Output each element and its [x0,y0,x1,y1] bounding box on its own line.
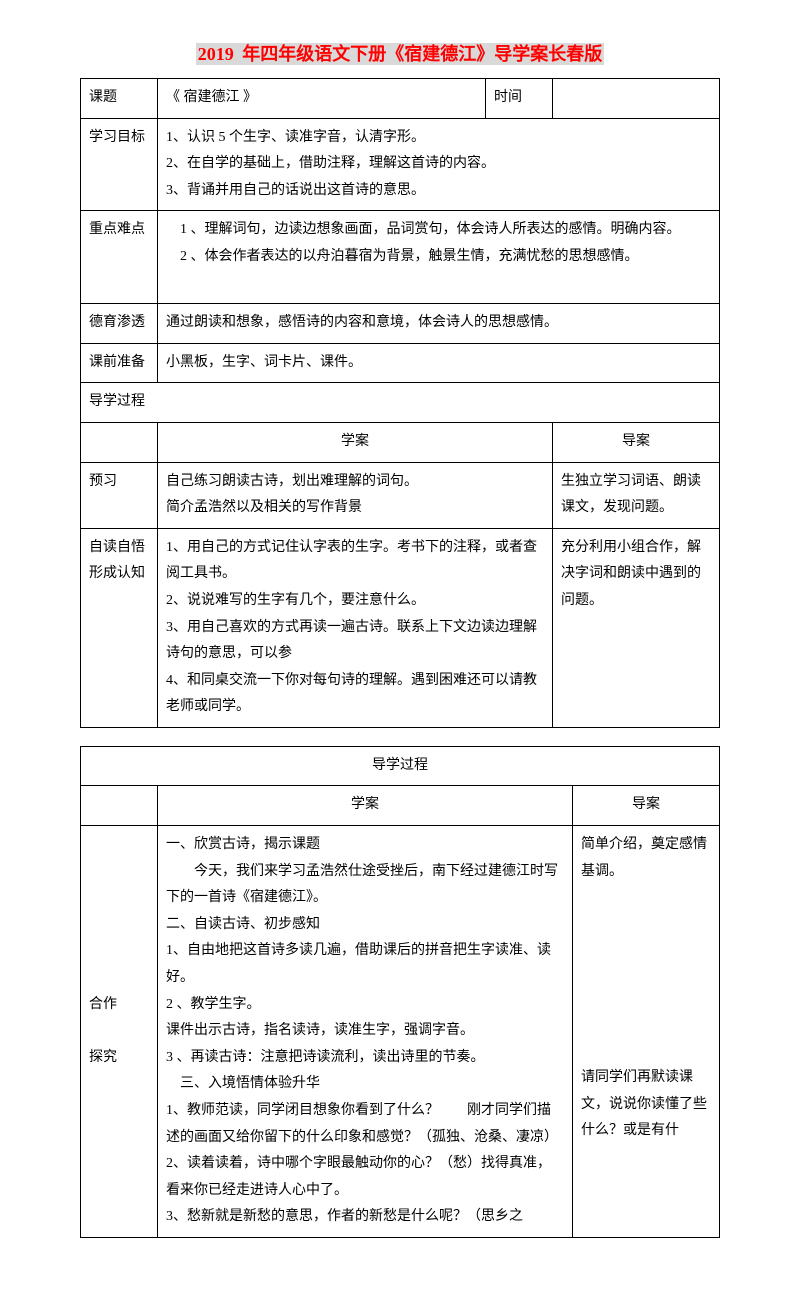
text-line: 1 、理解词句，边读边想象画面，品词赏句，体会诗人所表达的感情。明确内容。 [166,217,711,244]
cell-label: 重点难点 [81,211,158,304]
cell-right: 充分利用小组合作，解决字词和朗读中遇到的问题。 [553,528,720,727]
text-line: 3、愁新就是新愁的意思，作者的新愁是什么呢？（思乡之 [166,1204,564,1231]
text-line: 2 、教学生字。 [166,992,564,1019]
cell-content: 一、欣赏古诗，揭示课题 今天，我们来学习孟浩然仕途受挫后，南下经过建德江时写下的… [158,826,573,1238]
cell-content: 通过朗读和想象，感悟诗的内容和意境，体会诗人的思想感情。 [158,304,720,344]
table-2: 导学过程 学案 导案 合作 探究 一、欣赏古诗，揭示课题 今天，我们来学习孟浩然… [80,746,720,1238]
cell-label: 课前准备 [81,343,158,383]
table-row: 导学过程 [81,746,720,786]
text-line: 2、说说难写的生字有几个，要注意什么。 [166,588,544,615]
cell-time-value [553,79,720,119]
cell-content: 小黑板，生字、词卡片、课件。 [158,343,720,383]
text-line: 二、自读古诗、初步感知 [166,912,564,939]
text-line: 3 、再读古诗：注意把诗读流利，读出诗里的节奏。 [166,1045,564,1072]
cell-label: 课题 [81,79,158,119]
cell-time-label: 时间 [486,79,553,119]
cell-header: 导案 [553,422,720,462]
cell-right: 简单介绍，奠定感情基调。 请同学们再默读课文，说说你读懂了些什么？或是有什 [573,826,720,1238]
cell-header: 导案 [573,786,720,826]
text-line: 1、教师范读，同学闭目想象你看到了什么？ 刚才同学们描述的画面又给你留下的什么印… [166,1098,564,1204]
cell-label: 学习目标 [81,118,158,211]
cell-section: 导学过程 [81,383,720,423]
cell-empty [81,786,158,826]
table-row: 合作 探究 一、欣赏古诗，揭示课题 今天，我们来学习孟浩然仕途受挫后，南下经过建… [81,826,720,1238]
text-line: 一、欣赏古诗，揭示课题 [166,832,564,859]
text-line: 1、自由地把这首诗多读几遍，借助课后的拼音把生字读准、读好。 [166,938,564,991]
spacer [581,885,711,1065]
cell-content: 自己练习朗读古诗，划出难理解的词句。 简介孟浩然以及相关的写作背景 [158,462,553,528]
cell-content: 1、用自己的方式记住认字表的生字。考书下的注释，或者查阅工具书。 2、说说难写的… [158,528,553,727]
table-row: 导学过程 [81,383,720,423]
table-row: 学案 导案 [81,422,720,462]
cell-label: 预习 [81,462,158,528]
text-line: 自己练习朗读古诗，划出难理解的词句。 [166,469,544,496]
cell-section: 导学过程 [81,746,720,786]
text-line: 请同学们再默读课文，说说你读懂了些什么？或是有什 [581,1065,711,1145]
text-line: 简介孟浩然以及相关的写作背景 [166,495,544,522]
table-1: 课题 《 宿建德江 》 时间 学习目标 1、认识 5 个生字、读准字音，认清字形… [80,78,720,728]
table-row: 学习目标 1、认识 5 个生字、读准字音，认清字形。 2、在自学的基础上，借助注… [81,118,720,211]
cell-header: 学案 [158,422,553,462]
cell-label: 合作 探究 [81,826,158,1238]
page-title: 2019 年四年级语文下册《宿建德江》导学案长春版 [80,40,720,66]
text-line: 4、和同桌交流一下你对每句诗的理解。遇到困难还可以请教老师或同学。 [166,668,544,721]
cell-empty [81,422,158,462]
table-row: 德育渗透 通过朗读和想象，感悟诗的内容和意境，体会诗人的思想感情。 [81,304,720,344]
text-line: 3、背诵并用自己的话说出这首诗的意思。 [166,178,711,205]
table-row: 自读自悟 形成认知 1、用自己的方式记住认字表的生字。考书下的注释，或者查阅工具… [81,528,720,727]
cell-right: 生独立学习词语、朗读课文，发现问题。 [553,462,720,528]
cell-label: 自读自悟 形成认知 [81,528,158,727]
table-row: 课前准备 小黑板，生字、词卡片、课件。 [81,343,720,383]
text-line: 3、用自己喜欢的方式再读一遍古诗。联系上下文边读边理解诗句的意思，可以参 [166,615,544,668]
cell-header: 学案 [158,786,573,826]
cell-content: 1 、理解词句，边读边想象画面，品词赏句，体会诗人所表达的感情。明确内容。 2 … [158,211,720,304]
text-line: 1、用自己的方式记住认字表的生字。考书下的注释，或者查阅工具书。 [166,535,544,588]
table-row: 预习 自己练习朗读古诗，划出难理解的词句。 简介孟浩然以及相关的写作背景 生独立… [81,462,720,528]
text-line: 2 、体会作者表达的以舟泊暮宿为背景，触景生情，充满忧愁的思想感情。 [166,244,711,271]
text-line: 今天，我们来学习孟浩然仕途受挫后，南下经过建德江时写下的一首诗《宿建德江》。 [166,859,564,912]
text-line: 1、认识 5 个生字、读准字音，认清字形。 [166,125,711,152]
text-line: 三、入境悟情体验升华 [166,1071,564,1098]
text-line [166,271,711,298]
text-line: 课件出示古诗，指名读诗，读准生字，强调字音。 [166,1018,564,1045]
text-line: 2、在自学的基础上，借助注释，理解这首诗的内容。 [166,151,711,178]
table-row: 学案 导案 [81,786,720,826]
cell-content: 《 宿建德江 》 [158,79,486,119]
cell-label: 德育渗透 [81,304,158,344]
table-row: 重点难点 1 、理解词句，边读边想象画面，品词赏句，体会诗人所表达的感情。明确内… [81,211,720,304]
title-year: 2019 [196,43,236,65]
cell-content: 1、认识 5 个生字、读准字音，认清字形。 2、在自学的基础上，借助注释，理解这… [158,118,720,211]
label-text: 自读自悟 形成认知 [89,540,145,582]
table-row: 课题 《 宿建德江 》 时间 [81,79,720,119]
title-rest: 年四年级语文下册《宿建德江》导学案长春版 [236,43,605,65]
text-line: 简单介绍，奠定感情基调。 [581,832,711,885]
label-text: 合作 探究 [89,997,117,1065]
